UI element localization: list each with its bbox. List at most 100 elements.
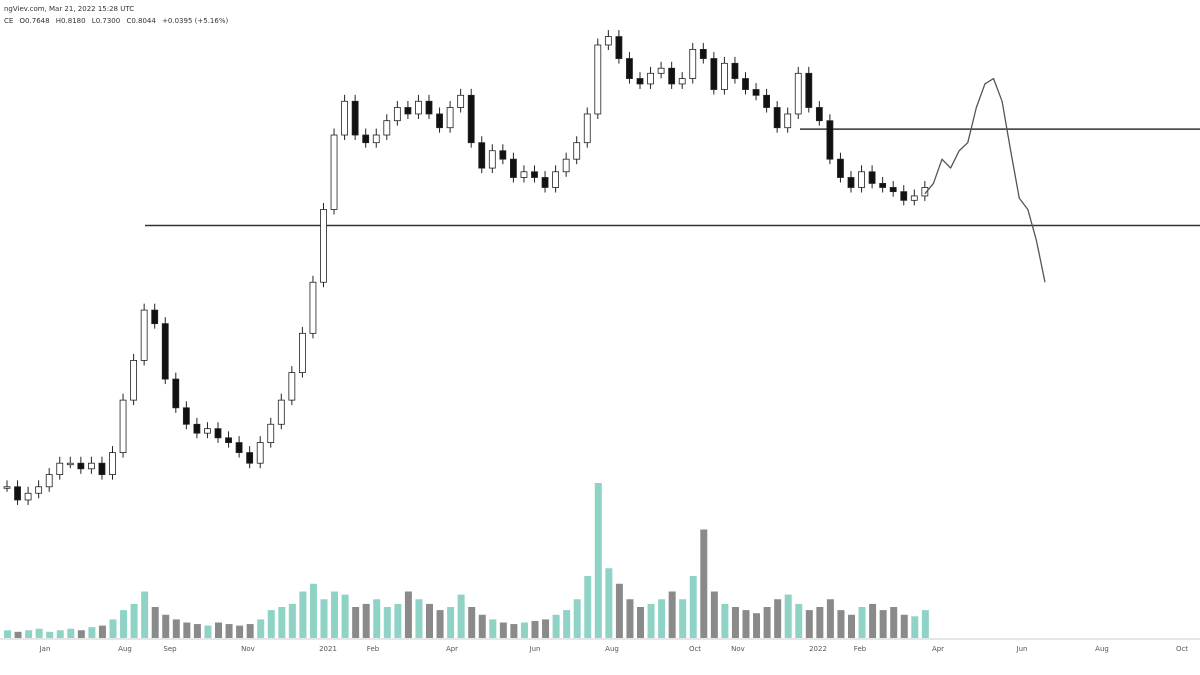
volume-bar xyxy=(109,619,117,638)
volume-bar xyxy=(869,603,877,638)
volume-bar xyxy=(890,607,898,638)
candle xyxy=(879,183,887,188)
volume-bar xyxy=(183,622,191,638)
volume-bar xyxy=(257,619,265,638)
volume-bar xyxy=(520,622,528,638)
candle xyxy=(815,107,823,122)
volume-bar xyxy=(172,619,180,638)
candle xyxy=(256,442,264,464)
volume-bar xyxy=(394,603,402,638)
candle xyxy=(372,134,380,144)
candle xyxy=(151,309,159,325)
candle xyxy=(404,107,412,115)
volume-bar xyxy=(204,625,212,638)
chart-header: ngViev.com, Mar 21, 2022 15:28 UTC CE O0… xyxy=(4,3,232,27)
volume-bar xyxy=(731,607,739,638)
volume-bar xyxy=(658,599,666,638)
candle xyxy=(45,474,53,488)
volume-bar xyxy=(858,607,866,638)
volume-bar xyxy=(637,607,644,638)
x-tick-label: Oct xyxy=(1176,645,1188,653)
volume-bar xyxy=(774,599,782,638)
x-tick-label: Feb xyxy=(854,645,867,653)
candle xyxy=(889,187,897,193)
low-value: L0.7300 xyxy=(91,17,121,25)
volume-bar xyxy=(4,630,11,638)
candle xyxy=(66,462,74,466)
candle xyxy=(341,100,349,136)
volume-bar xyxy=(67,628,75,638)
open-value: O0.7648 xyxy=(19,17,50,25)
candle xyxy=(109,452,116,475)
candle xyxy=(773,107,781,129)
volume-bar xyxy=(309,583,317,638)
candle xyxy=(457,94,465,108)
x-tick-label: Jun xyxy=(1016,645,1028,653)
volume-bar xyxy=(373,599,381,638)
volume-bar xyxy=(267,610,275,638)
volume-bar xyxy=(605,568,613,638)
candle xyxy=(826,120,834,160)
candle xyxy=(520,171,528,178)
candle xyxy=(56,462,64,475)
volume-bar xyxy=(710,591,718,638)
volume-bar xyxy=(837,610,845,638)
volume-bar xyxy=(141,591,149,638)
candle xyxy=(193,423,201,434)
volume-bar xyxy=(77,630,85,638)
symbol-fragment: CE xyxy=(4,17,14,25)
candle xyxy=(98,462,106,475)
candle xyxy=(763,94,770,108)
x-tick-label: Apr xyxy=(446,645,458,653)
x-tick-label: Jun xyxy=(529,645,541,653)
candle xyxy=(467,94,475,144)
volume-bar xyxy=(700,529,708,638)
volume-bar xyxy=(848,614,855,638)
candle xyxy=(35,486,43,494)
candle xyxy=(742,78,749,90)
candle xyxy=(699,48,707,59)
candle xyxy=(573,142,581,160)
volume-bar xyxy=(457,594,465,638)
projection-path xyxy=(924,77,1046,283)
x-tick-label: 2022 xyxy=(809,645,827,653)
candle xyxy=(668,67,676,85)
volume-bar xyxy=(552,614,560,638)
volume-bar xyxy=(499,622,507,638)
candle xyxy=(415,100,422,115)
candle xyxy=(351,100,359,136)
candle xyxy=(298,332,306,374)
candle xyxy=(657,67,665,74)
candle xyxy=(204,428,211,434)
candle xyxy=(436,113,443,129)
volume-bar xyxy=(320,599,328,638)
volume-bar xyxy=(162,614,170,638)
candle xyxy=(288,372,296,401)
volume-bar xyxy=(816,607,824,638)
candle xyxy=(14,486,21,501)
candle xyxy=(678,78,686,85)
volume-bar xyxy=(911,616,919,638)
source-line: ngViev.com, Mar 21, 2022 15:28 UTC xyxy=(4,5,135,13)
volume-bar xyxy=(753,613,761,638)
candle xyxy=(636,78,644,85)
candle xyxy=(393,107,401,122)
volume-bar xyxy=(447,607,455,638)
candle xyxy=(921,187,929,197)
volume-bar xyxy=(531,620,539,638)
x-tick-label: Aug xyxy=(118,645,132,653)
volume-bar xyxy=(900,614,908,638)
high-value: H0.8180 xyxy=(55,17,86,25)
volume-bar xyxy=(826,599,834,638)
volume-bar xyxy=(14,631,22,638)
candle xyxy=(478,142,486,169)
volume-bar xyxy=(615,583,623,638)
volume-bar xyxy=(742,610,750,638)
volume-bar xyxy=(489,619,497,638)
candle xyxy=(541,177,549,188)
volume-bar xyxy=(426,603,433,638)
volume-bar xyxy=(215,622,222,638)
volume-bar xyxy=(795,603,803,638)
volume-bar xyxy=(362,603,370,638)
